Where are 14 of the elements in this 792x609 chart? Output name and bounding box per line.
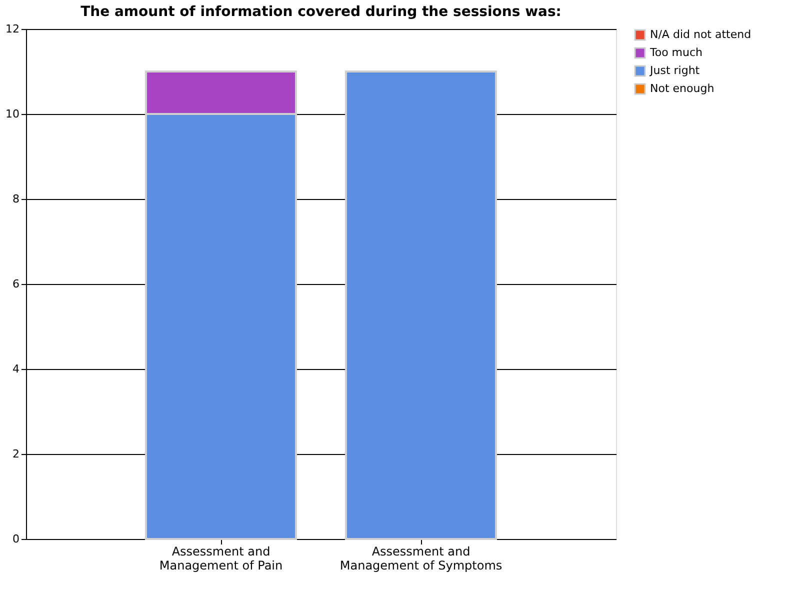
chart-title: The amount of information covered during the sessions was: [80, 4, 562, 20]
legend-label: N/A did not attend [650, 28, 752, 41]
y-tick-label: 4 [12, 362, 20, 376]
y-tick-label: 6 [12, 278, 20, 290]
y-tick-label: 2 [12, 448, 20, 460]
y-tick-label: 0 [12, 532, 20, 546]
y-tick-label: 10 [6, 108, 20, 120]
legend-label: Not enough [650, 82, 714, 95]
legend-label: Just right [649, 64, 700, 77]
y-tick-label: 12 [6, 22, 20, 36]
legend-label: Too much [649, 46, 703, 59]
x-tick-label: Assessment and Management of Symptoms [340, 544, 502, 572]
y-tick-label: 8 [12, 192, 20, 206]
x-tick-label: Assessment and Management of Pain [159, 544, 283, 572]
